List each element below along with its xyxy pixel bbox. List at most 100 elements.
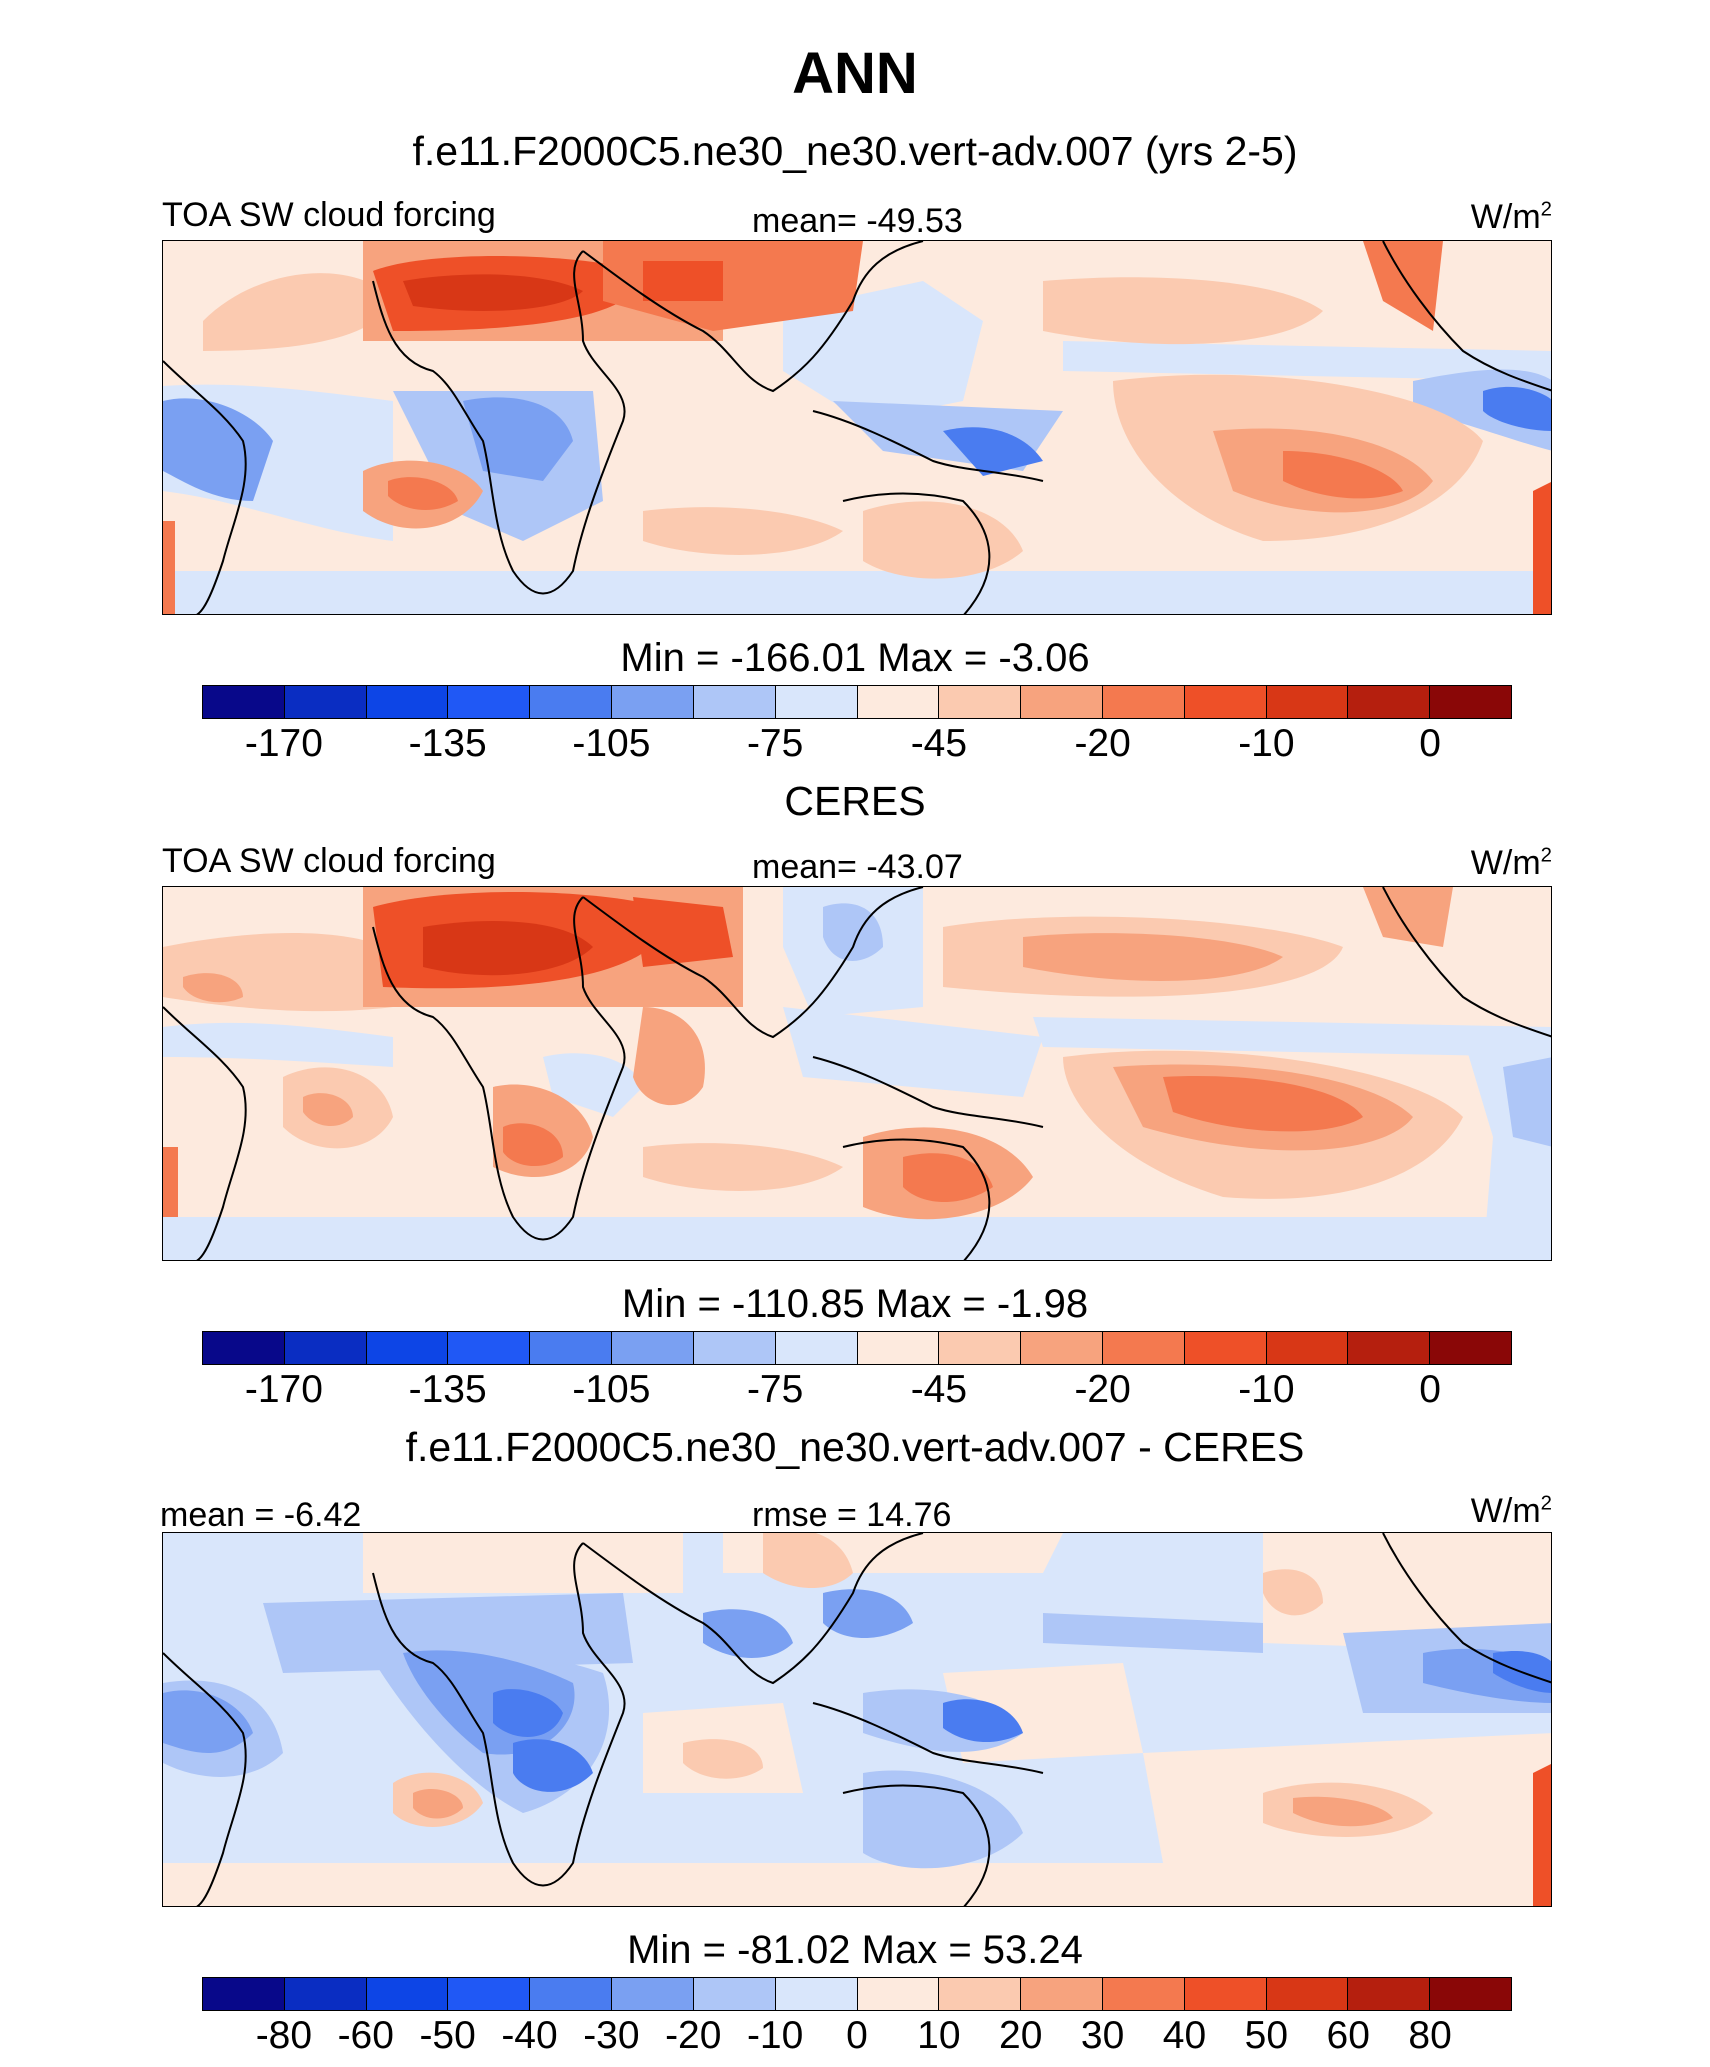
panel-model-variable-label: TOA SW cloud forcing (162, 196, 496, 234)
colorbar-swatch (939, 1978, 1022, 2010)
colorbar-tick-label: -10 (1238, 1368, 1295, 1411)
colorbar-swatch (1021, 686, 1103, 718)
colorbar-swatch (1430, 686, 1511, 718)
colorbar-swatch (612, 1978, 694, 2010)
main-title: ANN (792, 41, 918, 106)
panel-obs-units: W/m2 (1470, 844, 1552, 882)
panel-obs-minmax: Min = -110.85 Max = -1.98 (621, 1282, 1089, 1326)
colorbar-tick-label: -45 (910, 1368, 968, 1411)
colorbar-swatch (448, 1978, 531, 2010)
colorbar-tick-label: 30 (1080, 2014, 1125, 2057)
panel-obs-variable-label: TOA SW cloud forcing (162, 842, 496, 880)
colorbar-tick-label: -135 (408, 722, 487, 765)
colorbar-swatch (693, 686, 776, 718)
panel-model-mean-label: mean= -49.53 (752, 202, 963, 240)
panel-diff-rmse-label: rmse = 14.76 (752, 1496, 952, 1534)
colorbar-tick-label: 40 (1162, 2014, 1207, 2057)
colorbar-swatch (1102, 686, 1185, 718)
colorbar-tick-label: -75 (746, 1368, 804, 1411)
colorbar-swatch (857, 686, 940, 718)
colorbar-tick-label: -60 (337, 2014, 394, 2057)
colorbar-tick-label: 20 (999, 2014, 1043, 2057)
colorbar-tick-label: -20 (1074, 1368, 1131, 1411)
colorbar-tick-label: -10 (1238, 722, 1295, 765)
panel-model-minmax: Min = -166.01 Max = -3.06 (620, 636, 1090, 680)
colorbar-tick-label: -105 (572, 1368, 651, 1411)
panel-diff-map (162, 1532, 1552, 1907)
panel-model-units: W/m2 (1470, 198, 1552, 236)
panel-obs-map (162, 886, 1552, 1261)
panel-diff-units: W/m2 (1470, 1492, 1552, 1530)
colorbar-tick-label: -20 (1074, 722, 1131, 765)
panel-model-title: f.e11.F2000C5.ne30_ne30.vert-adv.007 (yr… (412, 128, 1298, 174)
colorbar-swatch (203, 1332, 285, 1364)
panel-model-map (162, 240, 1552, 615)
colorbar-swatch (1184, 1332, 1267, 1364)
colorbar-swatch (612, 686, 694, 718)
colorbar-tick-label: -10 (746, 2014, 804, 2057)
colorbar-swatch (1266, 1978, 1349, 2010)
colorbar-swatch (448, 686, 531, 718)
colorbar-swatch (1266, 1332, 1349, 1364)
colorbar-swatch (1021, 1978, 1103, 2010)
colorbar-tick-label: -170 (244, 1368, 323, 1411)
colorbar-swatch (939, 686, 1022, 718)
colorbar-swatch (1102, 1332, 1185, 1364)
colorbar-swatch (1348, 686, 1431, 718)
colorbar-swatch (939, 1332, 1022, 1364)
colorbar-swatch (530, 1332, 613, 1364)
colorbar-swatch (1348, 1978, 1431, 2010)
colorbar-swatch (693, 1332, 776, 1364)
colorbar-swatch (366, 1332, 449, 1364)
colorbar-tick-label: -135 (408, 1368, 487, 1411)
panel-obs-title: CERES (784, 778, 926, 824)
colorbar-swatch (1184, 1978, 1267, 2010)
colorbar-swatch (530, 1978, 613, 2010)
colorbar-tick-label: 0 (1419, 1368, 1441, 1411)
colorbar-tick-label: -170 (244, 722, 323, 765)
colorbar-swatch (366, 1978, 449, 2010)
colorbar-swatch (203, 686, 285, 718)
colorbar-swatch (775, 1332, 858, 1364)
colorbar-tick-label: -75 (746, 722, 804, 765)
colorbar-tick-label: 10 (917, 2014, 961, 2057)
colorbar-swatch (1021, 1332, 1103, 1364)
colorbar-swatch (693, 1978, 776, 2010)
colorbar-tick-label: 50 (1244, 2014, 1289, 2057)
colorbar-swatch (1266, 686, 1349, 718)
colorbar-swatch (1430, 1978, 1511, 2010)
colorbar-swatch (1348, 1332, 1431, 1364)
colorbar-tick-label: -50 (419, 2014, 476, 2057)
panel-model-colorbar (202, 685, 1512, 719)
colorbar-swatch (203, 1978, 285, 2010)
colorbar-swatch (448, 1332, 531, 1364)
colorbar-tick-label: -40 (501, 2014, 558, 2057)
panel-diff-mean-label: mean = -6.42 (160, 1496, 362, 1534)
panel-obs-mean-label: mean= -43.07 (752, 848, 963, 886)
panel-diff-colorbar (202, 1977, 1512, 2011)
colorbar-tick-label: -45 (910, 722, 968, 765)
panel-obs-colorbar (202, 1331, 1512, 1365)
colorbar-swatch (1184, 686, 1267, 718)
colorbar-tick-label: 80 (1408, 2014, 1452, 2057)
colorbar-swatch (1430, 1332, 1511, 1364)
colorbar-tick-label: 0 (846, 2014, 868, 2057)
colorbar-swatch (612, 1332, 694, 1364)
colorbar-swatch (775, 1978, 858, 2010)
colorbar-tick-label: -105 (572, 722, 651, 765)
colorbar-tick-label: -30 (583, 2014, 640, 2057)
colorbar-swatch (1102, 1978, 1185, 2010)
colorbar-swatch (775, 686, 858, 718)
colorbar-swatch (857, 1332, 940, 1364)
colorbar-tick-label: -80 (255, 2014, 313, 2057)
colorbar-tick-label: -20 (665, 2014, 722, 2057)
colorbar-tick-label: 60 (1326, 2014, 1370, 2057)
colorbar-swatch (857, 1978, 940, 2010)
colorbar-swatch (366, 686, 449, 718)
colorbar-swatch (284, 1978, 367, 2010)
colorbar-swatch (284, 686, 367, 718)
colorbar-tick-label: 0 (1419, 722, 1441, 765)
colorbar-swatch (530, 686, 613, 718)
panel-diff-title: f.e11.F2000C5.ne30_ne30.vert-adv.007 - C… (405, 1424, 1305, 1470)
colorbar-swatch (284, 1332, 367, 1364)
